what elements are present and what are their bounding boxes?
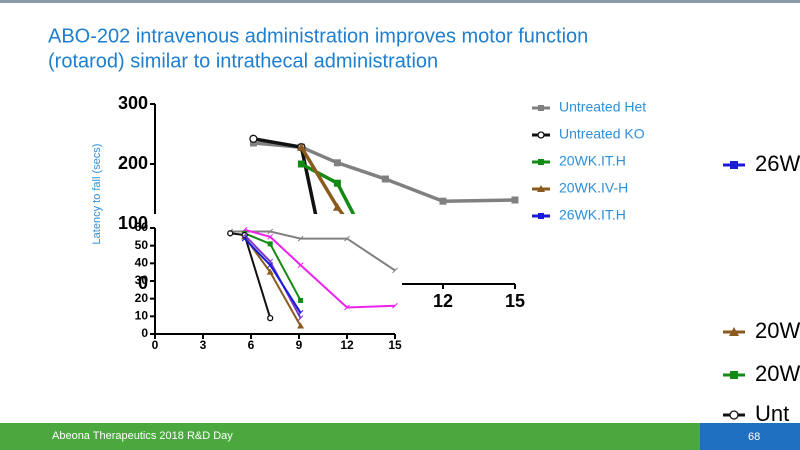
slide-title: ABO-202 intravenous administration impro… [48,25,588,47]
marker [439,197,447,205]
marker [333,179,341,187]
series-line [253,141,516,203]
footer-box [700,423,800,450]
y-tick-label: 20 [135,291,149,305]
marker [538,105,544,111]
marker [729,327,739,336]
marker [332,202,342,211]
y-tick-label: 30 [135,273,149,287]
marker [241,232,248,238]
legend-label: Untreated KO [559,126,645,142]
marker [266,268,274,275]
page-number: 68 [748,431,760,443]
marker [381,175,389,183]
footer-text: Abeona Therapeutics 2018 R&D Day [52,430,233,442]
y-tick-label: 0 [138,273,148,293]
marker [392,267,398,274]
marker [538,159,544,165]
marker [392,302,398,309]
slide-title: (rotarod) similar to intrathecal adminis… [48,50,438,72]
marker [297,235,304,242]
marker [511,196,519,204]
marker [298,297,304,303]
marker [267,233,274,240]
marker [297,322,305,329]
marker [249,134,258,143]
marker [297,160,305,168]
x-tick-label: 0 [152,338,159,352]
clipped-legend-label: 20W [755,318,800,343]
legend-label: Untreated Het [559,99,646,115]
marker [267,228,274,235]
x-tick-label: 9 [296,338,303,352]
x-tick-label: 3 [200,338,207,352]
clipped-legend-label: 20W [755,361,800,386]
footer-bar [0,423,700,450]
legend-label: 20WK.IV-H [559,180,628,196]
marker [344,304,350,311]
legend-label: 26WK.IT.H [559,207,626,223]
marker [730,371,738,379]
marker [537,185,545,192]
top-rule [0,0,800,3]
y-tick-label: 200 [118,153,148,173]
y-axis-label: Latency to fall (secs) [91,144,103,245]
marker [267,262,274,268]
marker [296,142,306,151]
marker [267,314,274,322]
legend-label: 20WK.IT.H [559,153,626,169]
y-tick-label: 40 [135,256,149,270]
marker [537,131,545,139]
marker [241,235,248,242]
marker [297,309,304,316]
marker [227,230,234,237]
marker [267,241,273,247]
x-tick-label: 15 [505,291,525,311]
x-tick-label: 15 [388,338,402,352]
marker [297,315,304,321]
marker [297,262,304,268]
y-tick-label: 100 [118,213,148,233]
marker [333,159,341,167]
x-tick-label: 12 [433,291,453,311]
marker [344,235,350,242]
x-tick-label: 6 [248,338,255,352]
marker [729,410,739,420]
y-tick-label: 300 [118,93,148,113]
x-tick-label: 12 [340,338,354,352]
y-tick-label: 60 [135,220,149,234]
y-tick-label: 10 [135,309,149,323]
marker [730,161,738,169]
clipped-legend-label: Unt [755,401,789,426]
y-tick-label: 50 [135,238,149,252]
y-tick-label: 0 [141,326,148,340]
marker [249,139,257,147]
clipped-legend-label: 26W [755,151,800,176]
marker [538,213,544,219]
